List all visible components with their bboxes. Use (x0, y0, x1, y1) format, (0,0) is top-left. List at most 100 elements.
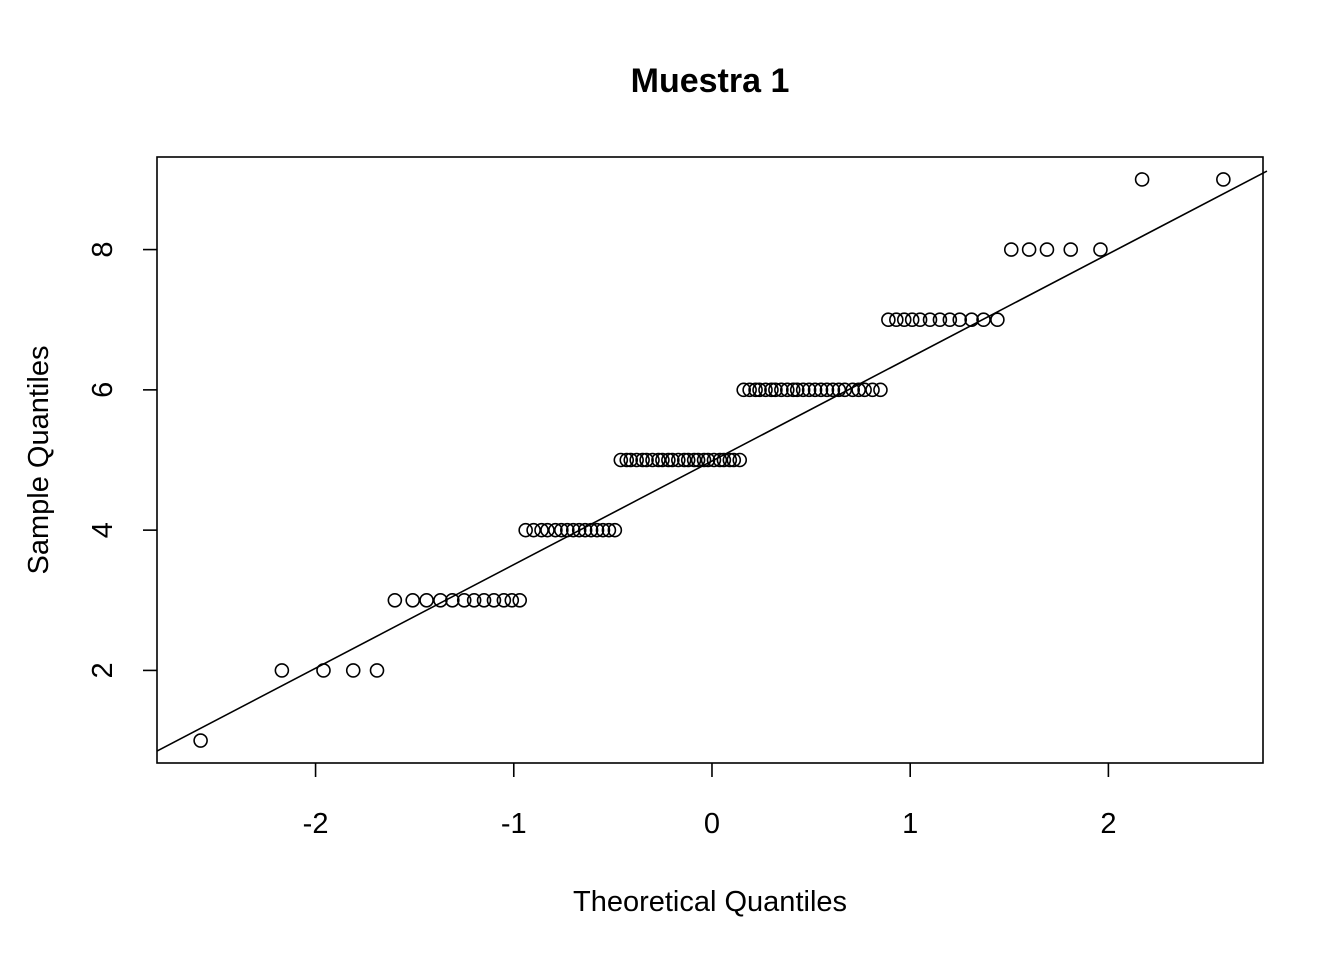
data-point (518, 522, 533, 538)
y-axis-label: Sample Quantiles (23, 346, 55, 575)
data-point (801, 382, 817, 398)
data-point (1021, 242, 1037, 257)
data-point (789, 382, 805, 398)
data-point (736, 382, 751, 398)
data-point (873, 382, 888, 398)
data-point (680, 452, 696, 468)
data-point (1134, 172, 1150, 187)
data-point (486, 592, 502, 608)
plot-frame (156, 156, 1264, 764)
data-point (831, 382, 847, 398)
data-point (964, 312, 979, 328)
data-point (922, 312, 938, 328)
y-tick-label: 4 (87, 522, 119, 538)
data-point (595, 522, 611, 538)
data-point (651, 452, 666, 468)
data-point (512, 592, 528, 608)
data-point (571, 522, 587, 538)
data-point (990, 312, 1005, 328)
x-tick-label: 0 (704, 808, 720, 840)
data-point (706, 452, 722, 468)
data-point (456, 592, 472, 608)
y-tick-label: 8 (87, 242, 119, 258)
data-point (857, 382, 872, 398)
data-point (748, 382, 763, 398)
data-point (466, 592, 482, 608)
data-point (619, 452, 635, 468)
data-point (851, 382, 866, 398)
data-point (445, 592, 460, 608)
data-point (274, 663, 290, 678)
data-point (896, 312, 912, 328)
data-point (752, 382, 767, 398)
data-point (676, 452, 692, 468)
data-point (629, 452, 644, 468)
y-tick-label: 2 (87, 662, 119, 678)
x-tick-label: 1 (902, 808, 918, 840)
data-point (1039, 242, 1055, 257)
data-point (696, 452, 712, 468)
y-tick-label: 6 (87, 382, 119, 398)
y-axis: 2 4 6 8 (87, 242, 157, 678)
data-point (722, 452, 738, 468)
data-point (976, 312, 991, 328)
data-point (613, 452, 629, 468)
data-point (716, 452, 732, 468)
data-point (655, 452, 670, 468)
data-point (645, 452, 660, 468)
data-point (540, 522, 555, 538)
data-point (813, 382, 829, 398)
data-point (369, 663, 385, 678)
data-point (1063, 242, 1079, 257)
x-tick-label: 2 (1100, 808, 1116, 840)
data-point (758, 382, 773, 398)
data-point (623, 452, 639, 468)
data-point (932, 312, 948, 328)
data-point (1003, 242, 1019, 257)
data-points (193, 172, 1231, 748)
data-point (193, 733, 208, 748)
x-axis-label: Theoretical Quantiles (573, 886, 847, 918)
data-point (904, 312, 920, 328)
data-point (837, 382, 853, 398)
data-point (635, 452, 650, 468)
data-point (387, 592, 403, 608)
data-point (952, 312, 968, 328)
data-point (526, 522, 541, 538)
data-point (504, 592, 520, 608)
data-point (865, 382, 880, 398)
data-point (419, 592, 434, 608)
data-point (825, 382, 841, 398)
data-point (942, 312, 958, 328)
data-point (661, 452, 676, 468)
data-point (639, 452, 654, 468)
data-point (601, 522, 617, 538)
data-point (819, 382, 835, 398)
qq-reference-line (156, 170, 1268, 752)
data-point (742, 382, 757, 398)
x-tick-label: -1 (501, 808, 527, 840)
data-point (476, 592, 492, 608)
data-point (845, 382, 861, 398)
data-point (732, 452, 748, 468)
data-point (496, 592, 512, 608)
data-point (686, 452, 702, 468)
data-point (690, 452, 706, 468)
x-tick-label: -2 (303, 808, 329, 840)
data-point (785, 382, 801, 398)
data-point (554, 522, 569, 538)
data-point (768, 382, 783, 398)
data-point (405, 592, 420, 608)
data-point (665, 452, 680, 468)
data-point (726, 452, 742, 468)
data-point (1093, 242, 1108, 257)
x-axis: -2 -1 0 1 2 (303, 763, 1116, 840)
data-point (534, 522, 549, 538)
data-point (1216, 172, 1231, 187)
chart-title: Muestra 1 (631, 62, 790, 100)
data-point (589, 522, 605, 538)
data-point (912, 312, 928, 328)
data-point (607, 522, 623, 538)
data-point (780, 382, 795, 398)
